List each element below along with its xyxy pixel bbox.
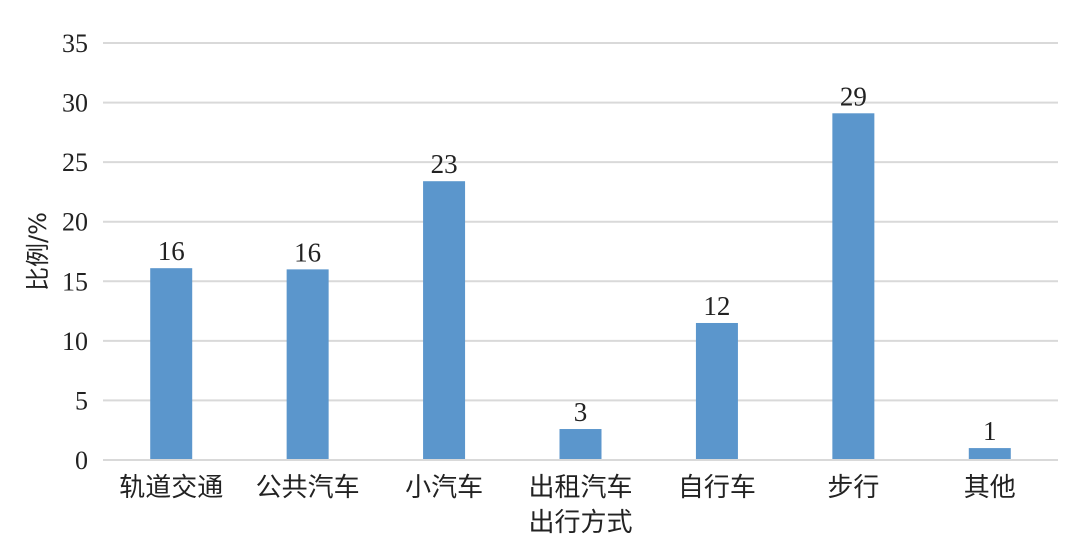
y-tick-label: 15 (62, 267, 88, 296)
x-category-label: 自行车 (678, 473, 756, 503)
x-category-label: 轨道交通 (119, 473, 223, 503)
bar (832, 113, 875, 461)
y-axis-ticks: 0 5 10 15 20 25 30 35 (62, 29, 88, 475)
bar (286, 269, 329, 460)
bar (423, 181, 466, 460)
x-category-label: 出租汽车 (528, 473, 632, 503)
bar (150, 268, 193, 460)
bar (559, 429, 602, 460)
data-label: 1 (983, 416, 997, 446)
data-label: 23 (431, 149, 458, 179)
y-tick-label: 20 (62, 208, 88, 237)
x-axis-title: 出行方式 (528, 508, 632, 538)
x-category-label: 小汽车 (405, 473, 483, 503)
x-category-label: 其他 (964, 473, 1016, 503)
data-label: 16 (294, 237, 321, 267)
data-label: 29 (840, 81, 867, 111)
y-tick-label: 10 (62, 327, 88, 356)
bar (695, 322, 738, 460)
y-tick-label: 5 (75, 386, 88, 415)
data-label: 16 (158, 236, 185, 266)
y-tick-label: 25 (62, 148, 88, 177)
data-labels: 16 16 23 3 12 29 1 (158, 81, 997, 446)
x-axis-categories: 轨道交通 公共汽车 小汽车 出租汽车 自行车 步行 其他 (119, 473, 1016, 503)
y-tick-label: 35 (62, 29, 88, 58)
bars (150, 113, 1011, 461)
data-label: 3 (574, 397, 588, 427)
gridlines (103, 42, 1058, 402)
x-category-label: 公共汽车 (256, 473, 360, 503)
bar (968, 448, 1011, 460)
y-tick-label: 30 (62, 89, 88, 118)
data-label: 12 (703, 291, 730, 321)
y-tick-label: 0 (75, 446, 88, 475)
y-axis-title: 比例/% (24, 212, 52, 291)
x-category-label: 步行 (827, 473, 879, 503)
